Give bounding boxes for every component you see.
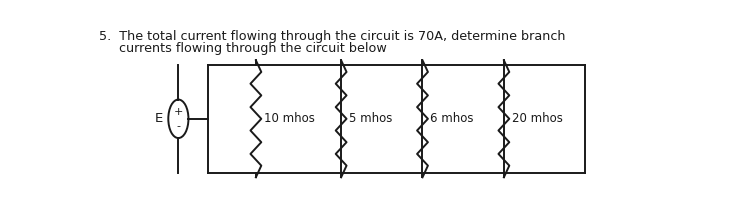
Text: currents flowing through the circuit below: currents flowing through the circuit bel… xyxy=(99,42,387,55)
Text: 5 mhos: 5 mhos xyxy=(349,112,393,125)
Text: -: - xyxy=(177,121,180,132)
Text: 6 mhos: 6 mhos xyxy=(431,112,474,125)
Text: 5.  The total current flowing through the circuit is 70A, determine branch: 5. The total current flowing through the… xyxy=(99,30,565,43)
Text: 20 mhos: 20 mhos xyxy=(512,112,562,125)
Text: +: + xyxy=(174,107,183,117)
Text: 10 mhos: 10 mhos xyxy=(264,112,314,125)
Text: E: E xyxy=(155,112,163,125)
